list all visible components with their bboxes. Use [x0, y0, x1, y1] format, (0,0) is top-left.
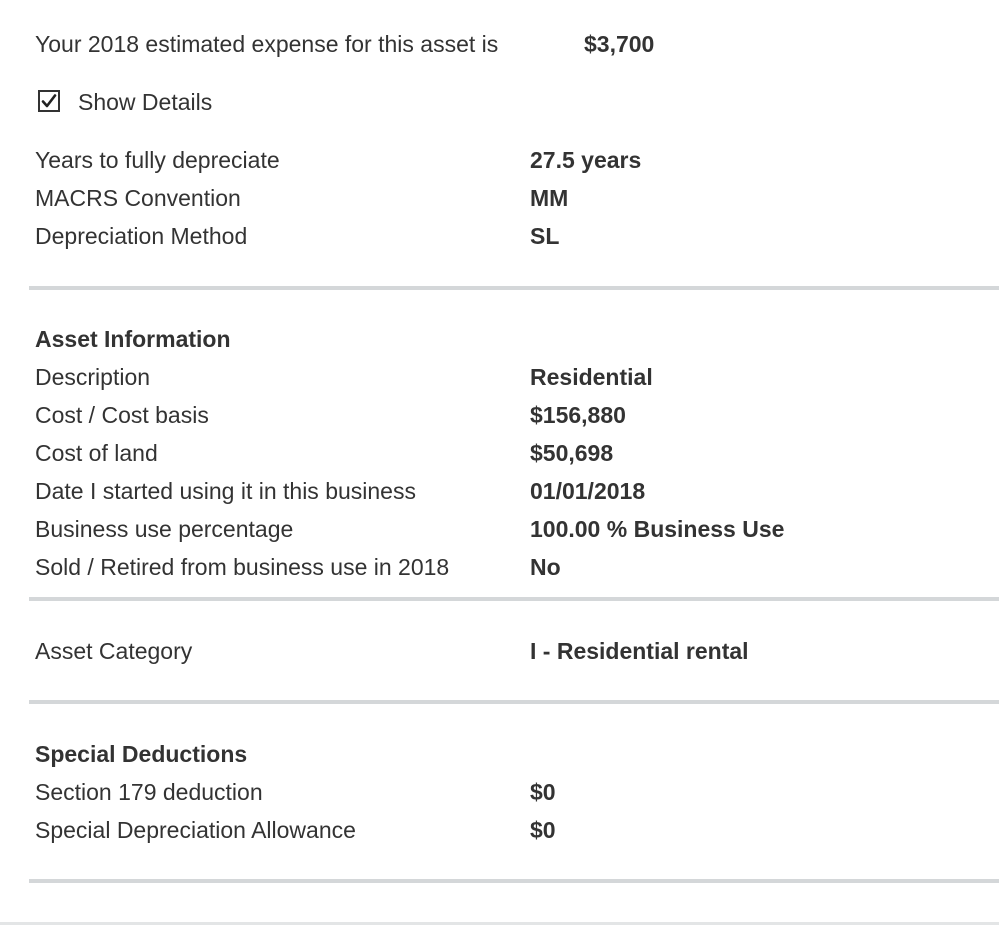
- description-value: Residential: [530, 364, 653, 390]
- cost-of-land-value: $50,698: [530, 440, 614, 466]
- show-details-label[interactable]: Show Details: [78, 89, 213, 115]
- macrs-convention-label: MACRS Convention: [35, 185, 241, 211]
- section-divider: [29, 700, 999, 704]
- checkmark-icon: [41, 94, 57, 108]
- section-179-label: Section 179 deduction: [35, 779, 263, 805]
- estimated-expense-value: $3,700: [584, 31, 655, 57]
- depreciation-method-label: Depreciation Method: [35, 223, 248, 249]
- section-divider: [29, 879, 999, 883]
- years-to-depreciate-label: Years to fully depreciate: [35, 147, 280, 173]
- asset-category-label: Asset Category: [35, 638, 193, 664]
- cost-basis-value: $156,880: [530, 402, 626, 428]
- special-depreciation-allowance-value: $0: [530, 817, 556, 843]
- special-depreciation-allowance-label: Special Depreciation Allowance: [35, 817, 356, 843]
- section-divider: [29, 597, 999, 601]
- business-use-percentage-value: 100.00 % Business Use: [530, 516, 785, 542]
- cost-of-land-label: Cost of land: [35, 440, 158, 466]
- cost-basis-label: Cost / Cost basis: [35, 402, 209, 428]
- macrs-convention-value: MM: [530, 185, 569, 211]
- sold-retired-value: No: [530, 554, 561, 580]
- section-179-value: $0: [530, 779, 556, 805]
- date-started-value: 01/01/2018: [530, 478, 646, 504]
- description-label: Description: [35, 364, 151, 390]
- asset-category-value: I - Residential rental: [530, 638, 749, 664]
- estimated-expense-label: Your 2018 estimated expense for this ass…: [35, 31, 499, 57]
- sold-retired-label: Sold / Retired from business use in 2018: [35, 554, 450, 580]
- show-details-checkbox[interactable]: [38, 90, 60, 112]
- date-started-label: Date I started using it in this business: [35, 478, 416, 504]
- special-deductions-heading: Special Deductions: [35, 741, 248, 767]
- bottom-divider: [0, 922, 999, 925]
- business-use-percentage-label: Business use percentage: [35, 516, 294, 542]
- asset-information-heading: Asset Information: [35, 326, 231, 352]
- section-divider: [29, 286, 999, 290]
- years-to-depreciate-value: 27.5 years: [530, 147, 642, 173]
- depreciation-method-value: SL: [530, 223, 560, 249]
